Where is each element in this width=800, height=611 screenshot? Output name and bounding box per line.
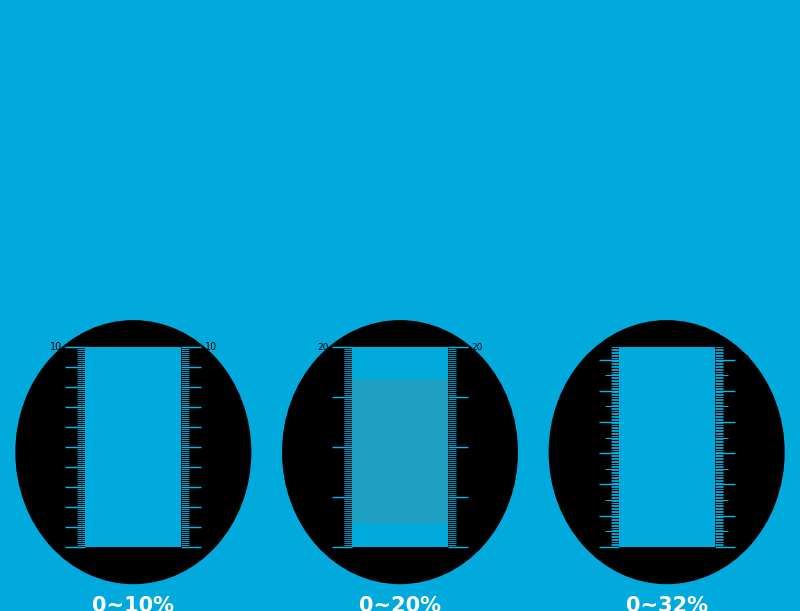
Bar	[352, 347, 448, 547]
Text: 20°C: 20°C	[650, 328, 683, 341]
Text: 20°C: 20°C	[383, 328, 417, 341]
Text: 20: 20	[584, 417, 595, 426]
Bar	[618, 347, 714, 547]
Text: 0: 0	[56, 542, 62, 552]
Text: 20: 20	[471, 343, 482, 351]
Text: 6: 6	[205, 422, 210, 432]
Text: 2: 2	[56, 502, 62, 512]
Ellipse shape	[282, 321, 518, 584]
Text: 0~32%: 0~32%	[626, 596, 708, 611]
Text: 10: 10	[471, 442, 482, 452]
Text: 20°C: 20°C	[117, 328, 150, 341]
Text: 0: 0	[590, 542, 595, 551]
Text: 8: 8	[56, 382, 62, 392]
Text: Brix%: Brix%	[382, 553, 418, 563]
Text: Brix%: Brix%	[649, 553, 685, 563]
Text: 30: 30	[584, 355, 595, 364]
Text: 15: 15	[584, 448, 595, 458]
Text: 25: 25	[738, 386, 750, 395]
Text: 5: 5	[738, 511, 744, 520]
Text: 5: 5	[323, 492, 329, 501]
Text: 5: 5	[590, 511, 595, 520]
Text: 6: 6	[56, 422, 62, 432]
Text: 30: 30	[738, 355, 750, 364]
Text: 20: 20	[318, 343, 329, 351]
Text: 1: 1	[205, 522, 210, 532]
Text: 5: 5	[205, 442, 210, 452]
Text: 20: 20	[738, 417, 750, 426]
Text: 0: 0	[471, 542, 477, 551]
Text: 0: 0	[738, 542, 744, 551]
Text: 7: 7	[205, 402, 210, 412]
Text: 0~10%: 0~10%	[92, 596, 174, 611]
Text: 3: 3	[205, 482, 210, 492]
Text: 7: 7	[56, 402, 62, 412]
Text: 10: 10	[318, 442, 329, 452]
Text: 4: 4	[205, 462, 210, 472]
Text: 15: 15	[738, 448, 750, 458]
Text: 8: 8	[205, 382, 210, 392]
Text: 10: 10	[584, 480, 595, 489]
Ellipse shape	[16, 321, 250, 584]
Bar	[86, 347, 182, 547]
Text: 9: 9	[56, 362, 62, 372]
Text: 10: 10	[205, 342, 217, 352]
Text: 0: 0	[323, 542, 329, 551]
Text: 1: 1	[56, 522, 62, 532]
Text: 10: 10	[738, 480, 750, 489]
Text: 2: 2	[205, 502, 210, 512]
Text: 3: 3	[56, 482, 62, 492]
Text: 10: 10	[50, 342, 62, 352]
Text: 4: 4	[56, 462, 62, 472]
Text: 25: 25	[584, 386, 595, 395]
Text: 15: 15	[318, 392, 329, 401]
Text: 5: 5	[471, 492, 477, 501]
Text: 5: 5	[56, 442, 62, 452]
Text: 0: 0	[205, 542, 210, 552]
Text: 0~20%: 0~20%	[359, 596, 441, 611]
Text: 15: 15	[471, 392, 482, 401]
Bar	[352, 379, 448, 523]
Text: 9: 9	[205, 362, 210, 372]
Ellipse shape	[550, 321, 784, 584]
Text: Brix%: Brix%	[115, 553, 151, 563]
